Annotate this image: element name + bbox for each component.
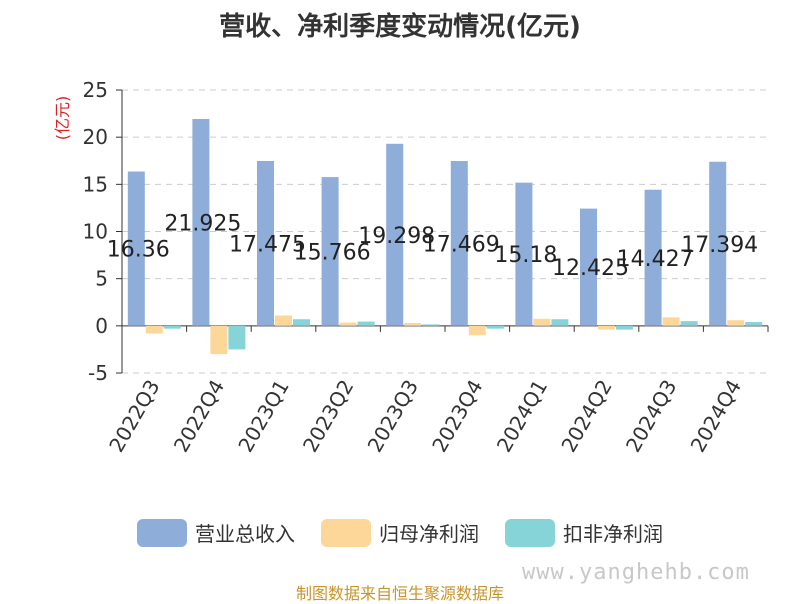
bar-deducted-profit[interactable] — [616, 325, 633, 330]
bar-revenue[interactable] — [515, 182, 533, 326]
legend-swatch-deducted-profit — [505, 518, 555, 547]
y-axis-label: (亿元) — [53, 96, 72, 141]
bar-net-profit[interactable] — [339, 322, 357, 326]
y-tick-label: -5 — [88, 361, 108, 385]
legend-item-revenue[interactable]: 营业总收入 — [137, 518, 295, 547]
bar-deducted-profit[interactable] — [680, 321, 698, 326]
x-tick-label: 2024Q3 — [621, 376, 681, 457]
watermark: www.yanghehb.com — [522, 560, 750, 585]
data-label: 12.425 — [552, 256, 629, 281]
grid-lines — [122, 89, 768, 374]
legend-label-deducted-profit: 扣非净利润 — [563, 522, 663, 546]
bar-net-profit[interactable] — [275, 315, 292, 326]
bar-deducted-profit[interactable] — [486, 325, 504, 329]
y-tick-label: 10 — [83, 220, 108, 244]
bar-deducted-profit[interactable] — [745, 322, 763, 326]
bar-revenue[interactable] — [321, 177, 339, 326]
data-labels: 16.3621.92517.47515.76619.29817.46915.18… — [107, 211, 758, 281]
bar-net-profit[interactable] — [404, 323, 422, 326]
data-label: 17.394 — [681, 233, 758, 258]
y-tick-label: 0 — [95, 314, 108, 338]
bar-deducted-profit[interactable] — [163, 325, 181, 329]
bar-revenue[interactable] — [386, 143, 404, 326]
bars — [127, 119, 763, 355]
data-label: 15.766 — [294, 240, 371, 265]
legend-swatch-revenue — [137, 518, 187, 547]
bar-net-profit[interactable] — [662, 317, 680, 326]
y-tick-label: 5 — [95, 267, 108, 291]
source-note: 制图数据来自恒生聚源数据库 — [295, 584, 504, 603]
x-tick-label: 2023Q4 — [427, 376, 487, 457]
legend-item-net-profit[interactable]: 归母净利润 — [321, 518, 479, 547]
legend-item-deducted-profit[interactable]: 扣非净利润 — [505, 518, 663, 547]
x-tick-label: 2024Q1 — [492, 376, 552, 457]
bar-revenue[interactable] — [450, 161, 468, 326]
x-tick-label: 2022Q3 — [104, 376, 164, 457]
bar-deducted-profit[interactable] — [293, 319, 310, 326]
x-tick-label: 2023Q3 — [363, 376, 423, 457]
bar-deducted-profit[interactable] — [228, 325, 246, 350]
data-label: 14.427 — [617, 247, 694, 272]
data-label: 21.925 — [164, 211, 241, 236]
bar-net-profit[interactable] — [727, 320, 745, 326]
y-tick-label: 25 — [83, 78, 108, 102]
x-tick-label: 2024Q4 — [686, 376, 746, 457]
data-label: 17.469 — [423, 232, 500, 257]
bar-deducted-profit[interactable] — [551, 319, 569, 326]
y-tick-label: 15 — [83, 172, 108, 196]
x-tick-label: 2024Q2 — [556, 376, 616, 457]
bar-net-profit[interactable] — [145, 325, 163, 334]
bar-net-profit[interactable] — [468, 325, 486, 336]
legend-swatch-net-profit — [321, 518, 371, 547]
bar-net-profit[interactable] — [210, 325, 228, 355]
x-tick-label: 2023Q2 — [298, 376, 358, 457]
bar-revenue[interactable] — [580, 208, 597, 326]
bar-revenue[interactable] — [127, 171, 145, 326]
legend: 营业总收入 归母净利润 扣非净利润 — [0, 518, 800, 547]
bar-revenue[interactable] — [192, 119, 210, 326]
bar-revenue[interactable] — [644, 189, 662, 326]
bar-deducted-profit[interactable] — [357, 321, 375, 326]
bar-revenue[interactable] — [709, 161, 727, 326]
data-label: 15.18 — [494, 243, 557, 268]
data-label: 17.475 — [229, 232, 306, 257]
bar-net-profit[interactable] — [533, 318, 551, 326]
chart-title: 营收、净利季度变动情况(亿元) — [219, 12, 581, 42]
x-tick-label: 2022Q4 — [169, 376, 229, 457]
x-tick-label: 2023Q1 — [233, 376, 293, 457]
bar-revenue[interactable] — [257, 160, 274, 326]
bar-net-profit[interactable] — [598, 325, 615, 330]
legend-label-revenue: 营业总收入 — [195, 522, 295, 546]
data-label: 16.36 — [107, 238, 170, 263]
bar-deducted-profit[interactable] — [422, 324, 440, 326]
y-tick-label: 20 — [83, 125, 108, 149]
data-label: 19.298 — [358, 224, 435, 249]
legend-label-net-profit: 归母净利润 — [379, 522, 479, 546]
